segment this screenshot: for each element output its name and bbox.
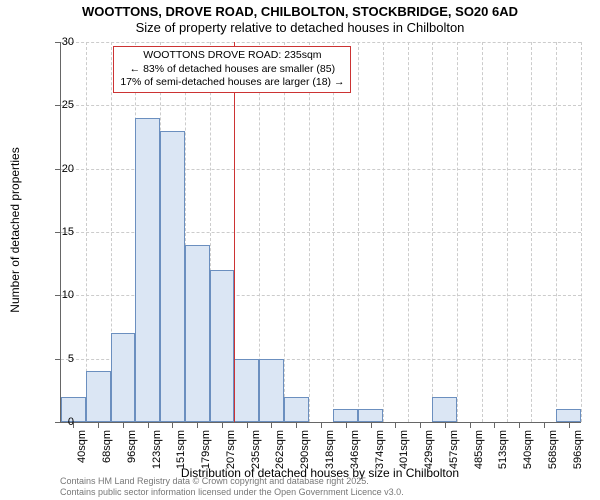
x-tick [271, 422, 272, 428]
x-tick [321, 422, 322, 428]
histogram-bar [86, 371, 111, 422]
x-tick [371, 422, 372, 428]
histogram-bar [210, 270, 235, 422]
y-tick [55, 359, 61, 360]
gridline-v [531, 42, 532, 422]
y-tick [55, 295, 61, 296]
x-tick [470, 422, 471, 428]
y-tick-label: 20 [62, 163, 74, 175]
y-tick [55, 105, 61, 106]
x-tick-label: 96sqm [126, 430, 138, 463]
annotation-line1: WOOTTONS DROVE ROAD: 235sqm [120, 49, 344, 63]
x-tick-label: 568sqm [547, 430, 559, 469]
y-tick-label: 10 [62, 289, 74, 301]
gridline-v [284, 42, 285, 422]
histogram-bar [185, 245, 210, 422]
gridline-v [432, 42, 433, 422]
histogram-bar [234, 359, 259, 422]
gridline-v [358, 42, 359, 422]
x-tick-label: 68sqm [101, 430, 113, 463]
gridline-v [309, 42, 310, 422]
y-tick-label: 25 [62, 99, 74, 111]
x-tick-label: 346sqm [349, 430, 361, 469]
x-tick [222, 422, 223, 428]
gridline-v [507, 42, 508, 422]
y-tick [55, 42, 61, 43]
histogram-bar [111, 333, 136, 422]
x-tick [123, 422, 124, 428]
x-tick [519, 422, 520, 428]
gridline-v [556, 42, 557, 422]
x-tick-label: 179sqm [200, 430, 212, 469]
annotation-box: WOOTTONS DROVE ROAD: 235sqm← 83% of deta… [113, 46, 351, 93]
x-tick-label: 262sqm [274, 430, 286, 469]
x-tick-label: 457sqm [448, 430, 460, 469]
x-tick [395, 422, 396, 428]
histogram-bar [135, 118, 160, 422]
gridline-v [457, 42, 458, 422]
x-tick-label: 40sqm [76, 430, 88, 463]
x-tick [296, 422, 297, 428]
x-tick-label: 318sqm [324, 430, 336, 469]
gridline-v [581, 42, 582, 422]
gridline-v [383, 42, 384, 422]
x-tick [98, 422, 99, 428]
histogram-bar [333, 409, 358, 422]
x-tick [494, 422, 495, 428]
x-tick [569, 422, 570, 428]
x-tick [197, 422, 198, 428]
x-tick [346, 422, 347, 428]
y-tick-label: 5 [68, 353, 74, 365]
chart-title-main: WOOTTONS, DROVE ROAD, CHILBOLTON, STOCKB… [0, 4, 600, 19]
histogram-bar [432, 397, 457, 422]
gridline-v [408, 42, 409, 422]
histogram-bar [160, 131, 185, 422]
y-tick-label: 15 [62, 226, 74, 238]
chart-title-sub: Size of property relative to detached ho… [0, 20, 600, 35]
y-tick-label: 0 [68, 416, 74, 428]
histogram-bar [284, 397, 309, 422]
footer-attribution: Contains HM Land Registry data © Crown c… [60, 476, 404, 498]
x-tick-label: 123sqm [151, 430, 163, 469]
x-tick [148, 422, 149, 428]
x-tick [172, 422, 173, 428]
gridline-v [86, 42, 87, 422]
x-tick [544, 422, 545, 428]
x-tick-label: 485sqm [473, 430, 485, 469]
footer-line1: Contains HM Land Registry data © Crown c… [60, 476, 404, 487]
x-tick-label: 374sqm [374, 430, 386, 469]
gridline-h [61, 105, 581, 106]
x-tick-label: 290sqm [299, 430, 311, 469]
x-tick-label: 513sqm [497, 430, 509, 469]
gridline-h [61, 42, 581, 43]
y-axis-label: Number of detached properties [8, 147, 22, 312]
gridline-v [333, 42, 334, 422]
gridline-v [482, 42, 483, 422]
annotation-line2: ← 83% of detached houses are smaller (85… [120, 63, 344, 77]
x-tick-label: 401sqm [398, 430, 410, 469]
x-tick-label: 540sqm [522, 430, 534, 469]
histogram-bar [259, 359, 284, 422]
x-tick [247, 422, 248, 428]
x-tick-label: 151sqm [175, 430, 187, 469]
x-tick [445, 422, 446, 428]
y-tick [55, 422, 61, 423]
histogram-bar [358, 409, 383, 422]
y-tick-label: 30 [62, 36, 74, 48]
y-tick [55, 169, 61, 170]
histogram-bar [556, 409, 581, 422]
reference-line [234, 42, 235, 422]
x-tick-label: 429sqm [423, 430, 435, 469]
footer-line2: Contains public sector information licen… [60, 487, 404, 498]
y-tick [55, 232, 61, 233]
x-tick-label: 235sqm [250, 430, 262, 469]
x-tick-label: 596sqm [572, 430, 584, 469]
annotation-line3: 17% of semi-detached houses are larger (… [120, 76, 344, 90]
x-tick [420, 422, 421, 428]
plot-area [60, 42, 581, 423]
chart-container: WOOTTONS, DROVE ROAD, CHILBOLTON, STOCKB… [0, 0, 600, 500]
x-tick-label: 207sqm [225, 430, 237, 469]
